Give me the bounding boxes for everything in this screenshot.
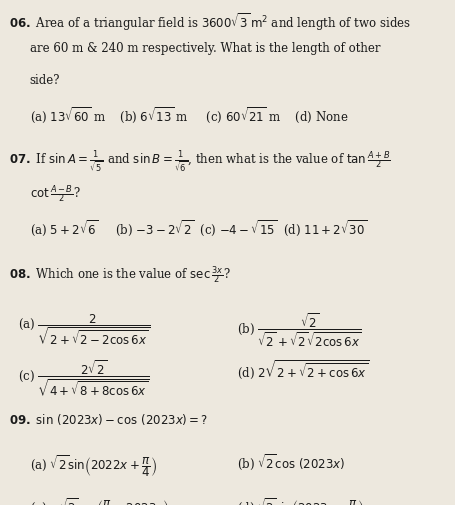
Text: (a) $\sqrt{2}\sin\!\left(2022x+\dfrac{\pi}{4}\right)$: (a) $\sqrt{2}\sin\!\left(2022x+\dfrac{\p… bbox=[30, 452, 157, 479]
Text: (d) $\sqrt{2}\sin\!\left(2023x-\dfrac{\pi}{4}\right)$: (d) $\sqrt{2}\sin\!\left(2023x-\dfrac{\p… bbox=[237, 496, 364, 505]
Text: (d) $2\sqrt{2+\sqrt{2+\cos 6x}}$: (d) $2\sqrt{2+\sqrt{2+\cos 6x}}$ bbox=[237, 359, 369, 381]
Text: $\mathbf{06.}$ Area of a triangular field is $3600\sqrt{3}\,\mathrm{m}^2$ and le: $\mathbf{06.}$ Area of a triangular fiel… bbox=[9, 11, 411, 33]
Text: $\mathbf{07.}$ If $\sin A = \frac{1}{\sqrt{5}}$ and $\sin B = \frac{1}{\sqrt{6}}: $\mathbf{07.}$ If $\sin A = \frac{1}{\sq… bbox=[9, 149, 391, 174]
Text: (b) $\sqrt{2}\cos\,(2023x)$: (b) $\sqrt{2}\cos\,(2023x)$ bbox=[237, 452, 345, 472]
Text: $\mathbf{08.}$ Which one is the value of $\sec\frac{3x}{2}$?: $\mathbf{08.}$ Which one is the value of… bbox=[9, 265, 231, 286]
Text: side?: side? bbox=[30, 74, 60, 87]
Text: (c) $\dfrac{2\sqrt{2}}{\sqrt{4+\sqrt{8+8\cos 6x}}}$: (c) $\dfrac{2\sqrt{2}}{\sqrt{4+\sqrt{8+8… bbox=[18, 359, 150, 398]
Text: (a) $5+2\sqrt{6}$     (b) $-3-2\sqrt{2}$  (c) $-4-\sqrt{15}$  (d) $11+2\sqrt{30}: (a) $5+2\sqrt{6}$ (b) $-3-2\sqrt{2}$ (c)… bbox=[30, 218, 367, 237]
Text: (a) $\dfrac{2}{\sqrt{2+\sqrt{2-2\cos 6x}}}$: (a) $\dfrac{2}{\sqrt{2+\sqrt{2-2\cos 6x}… bbox=[18, 312, 150, 345]
Text: (b) $\dfrac{\sqrt{2}}{\sqrt{2}+\sqrt{2}\sqrt{2\cos 6x}}$: (b) $\dfrac{\sqrt{2}}{\sqrt{2}+\sqrt{2}\… bbox=[237, 312, 361, 349]
Text: $\mathbf{09.}$ $\sin\,(2023x) - \cos\,(2023x) = ?$: $\mathbf{09.}$ $\sin\,(2023x) - \cos\,(2… bbox=[9, 412, 208, 427]
Text: $\cot\frac{A-B}{2}$?: $\cot\frac{A-B}{2}$? bbox=[30, 183, 80, 205]
Text: (a) $13\sqrt{60}$ m    (b) $6\sqrt{13}$ m     (c) $60\sqrt{21}$ m    (d) None: (a) $13\sqrt{60}$ m (b) $6\sqrt{13}$ m (… bbox=[30, 105, 348, 125]
Text: (c) $-\sqrt{2}\cos\!\left(\dfrac{\pi}{4}-2023x\right)$: (c) $-\sqrt{2}\cos\!\left(\dfrac{\pi}{4}… bbox=[30, 496, 169, 505]
Text: are 60 m & 240 m respectively. What is the length of other: are 60 m & 240 m respectively. What is t… bbox=[30, 42, 380, 56]
